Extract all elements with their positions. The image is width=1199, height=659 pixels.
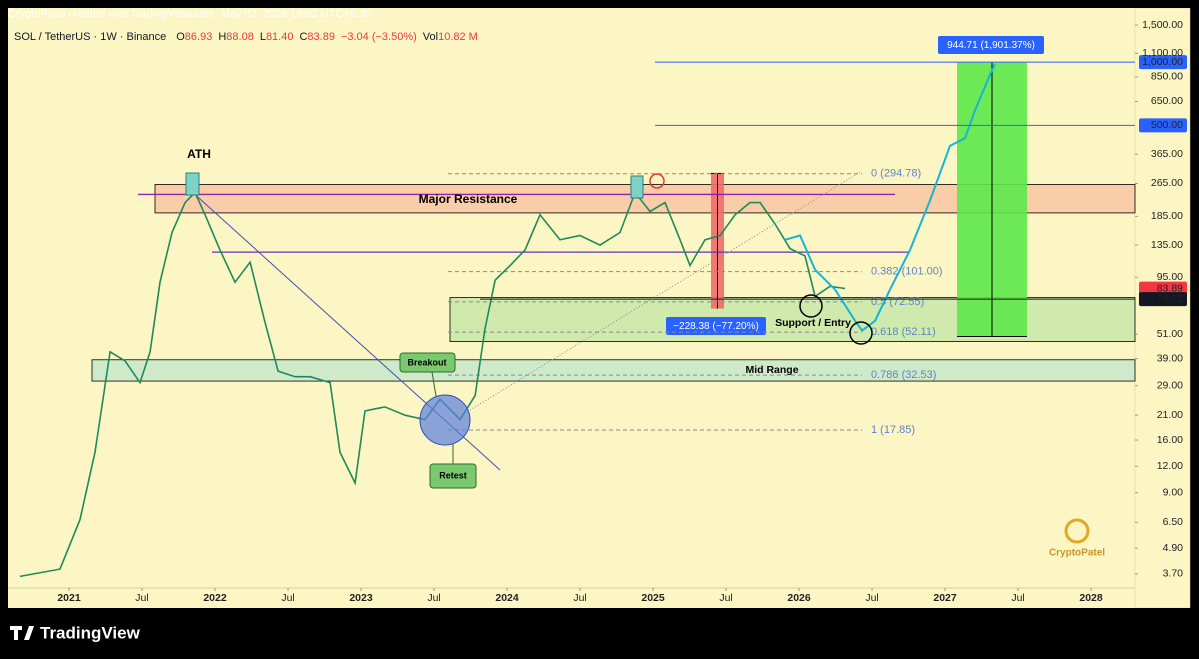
- y-tick-label: 51.00: [1157, 328, 1183, 340]
- fib-label: 0.5 (72.55): [871, 296, 924, 308]
- price-label-box: [1139, 55, 1187, 70]
- y-tick-label: 185.00: [1151, 210, 1183, 222]
- zone-label: Support / Entry: [775, 317, 851, 329]
- x-tick-label: Jul: [281, 592, 294, 604]
- y-tick-label: 265.00: [1151, 177, 1183, 189]
- x-tick-label: 2022: [203, 592, 227, 604]
- zone: [91, 359, 1136, 382]
- y-tick-label: 3.70: [1163, 568, 1184, 580]
- x-tick-label: 2026: [787, 592, 811, 604]
- price-label: 83.89: [1157, 282, 1183, 294]
- y-tick-label: 6.50: [1163, 516, 1184, 528]
- x-tick-label: 2027: [933, 592, 957, 604]
- x-tick-label: Jul: [719, 592, 732, 604]
- annotation: Retest: [439, 470, 467, 480]
- x-tick-label: Jul: [427, 592, 440, 604]
- x-tick-label: 2025: [641, 592, 665, 604]
- price-label: 74.72: [1157, 293, 1183, 305]
- symbol-legend: SOL / TetherUS · 1W · Binance O 86.93 H 88.0…: [14, 31, 478, 43]
- ath-marker: [185, 172, 200, 196]
- footer-bar: [0, 608, 1199, 659]
- x-tick-label: Jul: [573, 592, 586, 604]
- top-bar: [0, 0, 1199, 8]
- x-tick-label: 2021: [57, 592, 81, 604]
- quote-key: O: [176, 31, 185, 43]
- zone-label: Mid Range: [745, 364, 798, 376]
- measure-label: −228.38 (−77.20%): [673, 321, 759, 332]
- measure-label: 944.71 (1,901.37%): [947, 40, 1035, 51]
- y-tick-label: 95.00: [1157, 271, 1183, 283]
- measure-label-box: [938, 36, 1044, 54]
- entry-circle: [849, 321, 873, 345]
- y-tick-label: 135.00: [1151, 239, 1183, 251]
- y-tick-label: 4.90: [1163, 542, 1184, 554]
- x-tick-label: 2024: [495, 592, 519, 604]
- quote-key: L: [260, 31, 266, 43]
- fib-label: 1 (17.85): [871, 424, 915, 436]
- quote-key: Vol: [423, 31, 438, 43]
- breakout-circle: [419, 394, 471, 446]
- y-tick-label: 29.00: [1157, 379, 1183, 391]
- projection-line: [784, 63, 996, 333]
- y-tick-label: 12.00: [1157, 460, 1183, 472]
- entry-circle: [799, 294, 823, 318]
- price-label: 500.00: [1151, 119, 1183, 131]
- watermark-text: CryptoPatel: [1049, 548, 1105, 559]
- fib-label: 0.618 (52.11): [871, 326, 936, 338]
- header-text: CryptoPatel created with TradingView.com…: [8, 8, 371, 20]
- footer-logo: [10, 626, 34, 640]
- symbol: SOL / TetherUS · 1W · Binance: [14, 31, 166, 43]
- y-tick-label: 650.00: [1151, 95, 1183, 107]
- y-tick-label: 850.00: [1151, 71, 1183, 83]
- x-tick-label: 2028: [1079, 592, 1103, 604]
- quote-key: C: [299, 31, 307, 43]
- watermark: CryptoPatel: [1049, 518, 1105, 559]
- y-tick-label: 1,100.00: [1142, 47, 1183, 59]
- y-tick-label: 365.00: [1151, 148, 1183, 160]
- y-tick-label: 9.00: [1163, 486, 1184, 498]
- y-tick-label: 39.00: [1157, 352, 1183, 364]
- price-label-box: [1139, 281, 1187, 296]
- footer-brand: TradingView: [40, 623, 141, 642]
- zone-label: Major Resistance: [419, 192, 518, 206]
- y-tick-label: 16.00: [1157, 434, 1183, 446]
- measure-label-box: [666, 317, 766, 335]
- price-axis: [1134, 7, 1191, 609]
- x-tick-label: Jul: [865, 592, 878, 604]
- breakout-box: [399, 352, 456, 373]
- y-tick-label: 1,500.00: [1142, 19, 1183, 31]
- fib-label: 0 (294.78): [871, 168, 921, 180]
- price-label: 1,000.00: [1142, 56, 1183, 68]
- fib-label: 0.382 (101.00): [871, 266, 943, 278]
- watermark-logo: [1064, 518, 1090, 544]
- quote-value: 88.08: [226, 31, 254, 43]
- top-circle: [649, 173, 665, 189]
- annotation: ATH: [187, 147, 211, 161]
- annotation: Breakout: [407, 357, 446, 367]
- quote-value: 83.89: [307, 31, 335, 43]
- callout: [431, 371, 437, 397]
- quote-value: 10.82 M: [438, 31, 478, 43]
- price-label-box: [1139, 118, 1187, 133]
- quote-value: 86.93: [185, 31, 213, 43]
- top-marker: [630, 175, 644, 199]
- x-tick-label: Jul: [1011, 592, 1024, 604]
- x-tick-label: 2023: [349, 592, 373, 604]
- price-label-box: [1139, 292, 1187, 307]
- quote-value: −3.04 (−3.50%): [341, 31, 417, 43]
- fib-trend: [469, 171, 861, 411]
- x-tick-label: Jul: [135, 592, 148, 604]
- quote-value: 81.40: [266, 31, 294, 43]
- fib-label: 0.786 (32.53): [871, 369, 936, 381]
- y-tick-label: 21.00: [1157, 409, 1183, 421]
- quote-key: H: [218, 31, 226, 43]
